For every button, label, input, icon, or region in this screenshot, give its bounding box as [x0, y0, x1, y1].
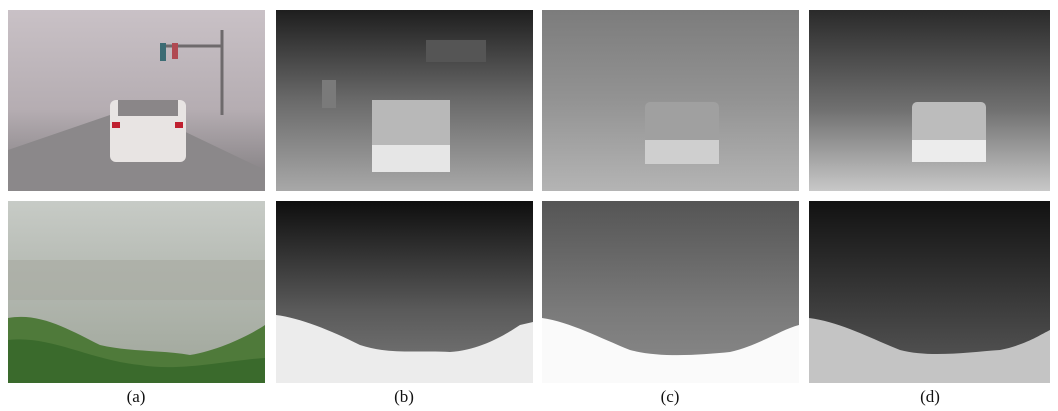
image-b-top: [276, 10, 533, 191]
image-a-top: [8, 10, 265, 191]
image-d-top: [809, 10, 1050, 191]
image-d-bottom: [809, 201, 1050, 383]
caption: (a): [127, 387, 146, 406]
image-c-top: [542, 10, 799, 191]
caption: (d): [920, 387, 940, 406]
caption: (b): [394, 387, 414, 406]
figure: (a) (b) (c) (d): [0, 0, 1058, 411]
image-c-bottom: [542, 201, 799, 383]
caption: (c): [661, 387, 680, 406]
image-a-bottom: [8, 201, 265, 383]
image-b-bottom: [276, 201, 533, 383]
